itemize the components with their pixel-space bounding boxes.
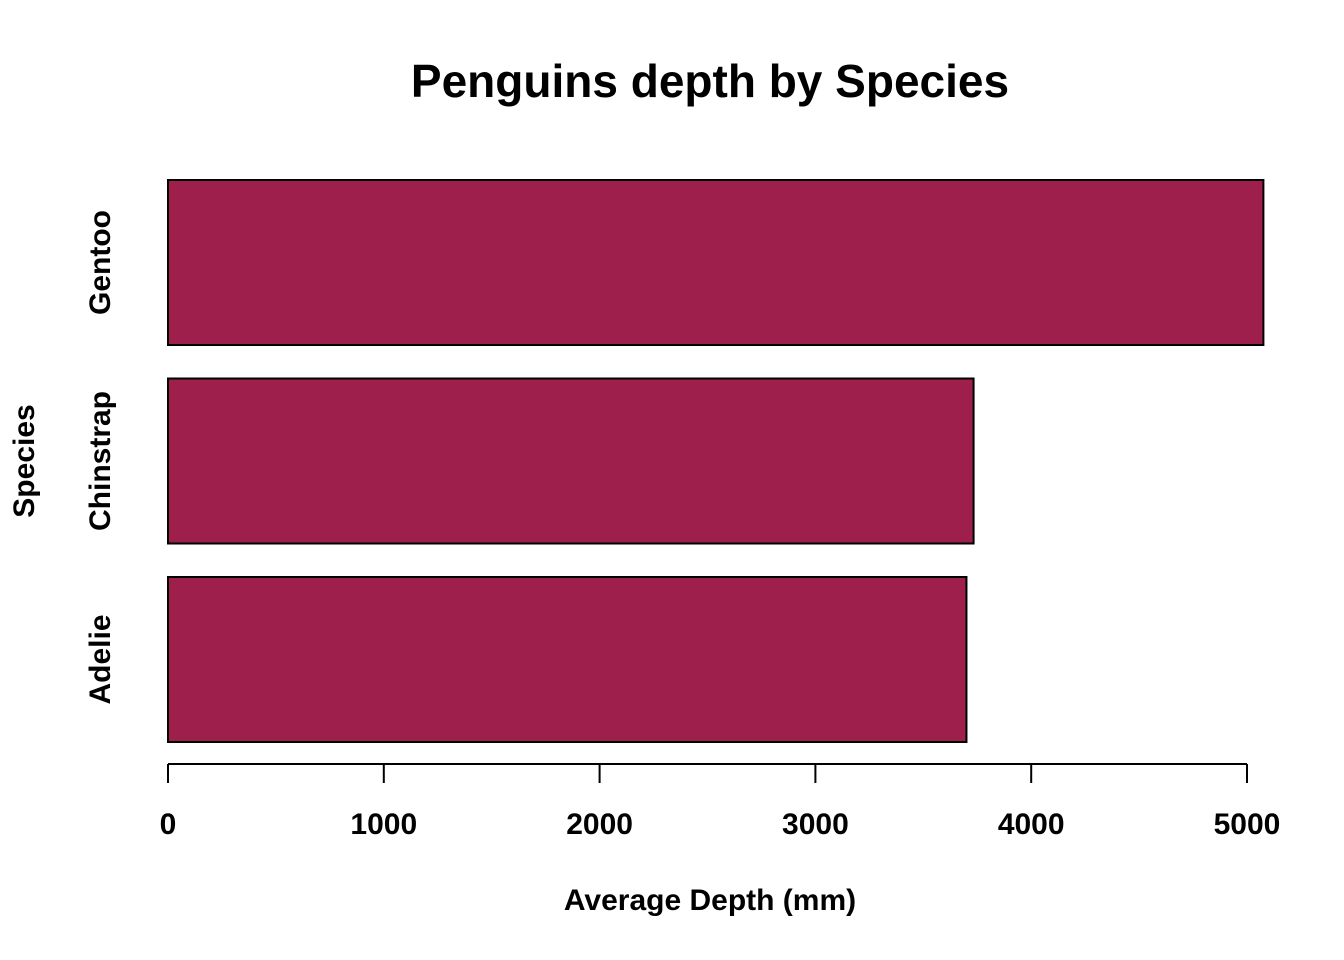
x-tick-label: 2000 — [566, 808, 633, 841]
x-tick-label: 5000 — [1214, 808, 1281, 841]
x-tick-label: 3000 — [782, 808, 849, 841]
x-axis-label: Average Depth (mm) — [564, 884, 856, 917]
x-axis: 0 1000 2000 3000 4000 5000 — [160, 763, 1281, 841]
bar-gentoo — [167, 179, 1265, 346]
y-tick-label-chinstrap: Chinstrap — [84, 391, 117, 531]
y-axis-label: Species — [8, 404, 41, 517]
bar-chinstrap — [167, 377, 975, 545]
x-tick-label: 1000 — [350, 808, 417, 841]
y-tick-label-gentoo: Gentoo — [84, 210, 117, 315]
chart-title: Penguins depth by Species — [411, 55, 1009, 107]
x-tick-label: 0 — [160, 808, 177, 841]
y-tick-labels: Adelie Chinstrap Gentoo — [84, 210, 117, 705]
y-tick-label-adelie: Adelie — [84, 614, 117, 704]
bar-adelie — [167, 576, 968, 743]
x-tick-label: 4000 — [998, 808, 1065, 841]
bars-group — [167, 179, 1265, 743]
